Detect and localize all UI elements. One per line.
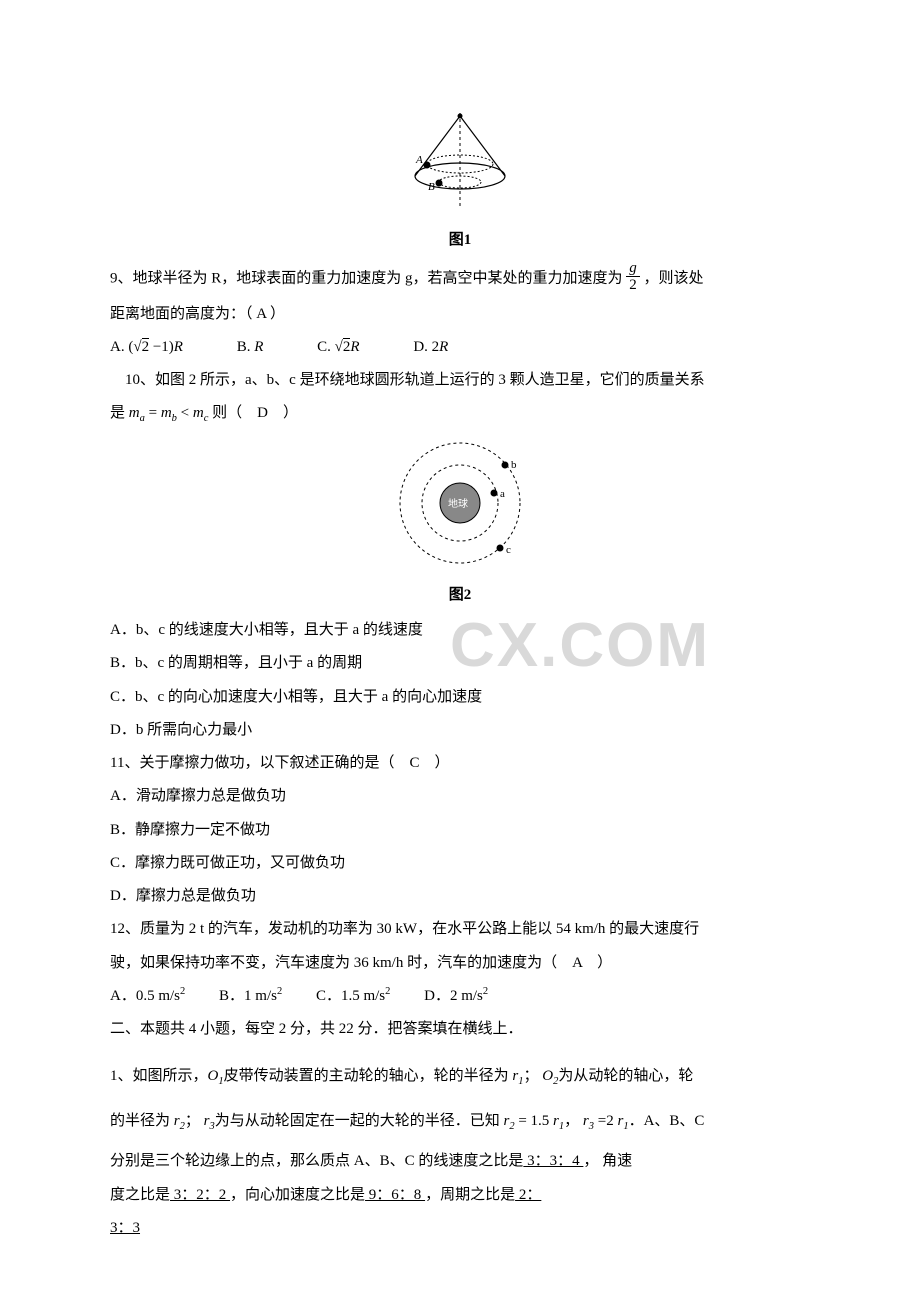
q9-options: A. (√2 −1)R B. R C. √2R D. 2R bbox=[110, 333, 810, 362]
q10-optC: C．b、c 的向心加速度大小相等，且大于 a 的向心加速度 bbox=[110, 683, 810, 712]
q1-p1: 1、如图所示，O1皮带传动装置的主动轮的轴心，轮的半径为 r1； O2为从动轮的… bbox=[110, 1062, 810, 1092]
svg-text:B: B bbox=[428, 181, 435, 193]
fill-question-1: 1、如图所示，O1皮带传动装置的主动轮的轴心，轮的半径为 r1； O2为从动轮的… bbox=[110, 1062, 810, 1243]
question-12-line2: 驶，如果保持功率不变，汽车速度为 36 km/h 时，汽车的加速度为（ A ） bbox=[110, 949, 810, 978]
q12-optD: D．2 m/s2 bbox=[424, 982, 488, 1011]
satellite-diagram: 地球 a b c bbox=[385, 438, 535, 568]
q9-optD: D. 2R bbox=[413, 333, 448, 362]
figure-2-label: 图2 bbox=[110, 581, 810, 610]
answer-1: 3：3：4 bbox=[523, 1153, 583, 1169]
q1-p2: 的半径为 r2； r3为与从动轮固定在一起的大轮的半径．已知 r2 = 1.5 … bbox=[110, 1107, 810, 1137]
svg-text:a: a bbox=[500, 488, 505, 500]
q9-tail: ，则该处 bbox=[644, 270, 704, 286]
q11-optD: D．摩擦力总是做负功 bbox=[110, 882, 810, 911]
svg-text:地球: 地球 bbox=[448, 497, 468, 510]
figure-1-label: 图1 bbox=[110, 226, 810, 255]
q10-optA: A．b、c 的线速度大小相等，且大于 a 的线速度 bbox=[110, 616, 810, 645]
answer-2: 3：2：2 bbox=[170, 1187, 230, 1203]
answer-4a: 2： bbox=[515, 1187, 541, 1203]
q10-optD: D．b 所需向心力最小 bbox=[110, 716, 810, 745]
q11-optC: C．摩擦力既可做正功，又可做负功 bbox=[110, 849, 810, 878]
answer-4b: 3：3 bbox=[110, 1220, 140, 1236]
q1-p4: 度之比是 3：2：2 ，向心加速度之比是 9：6：8 ，周期之比是 2： bbox=[110, 1181, 810, 1210]
figure-2: 地球 a b c 图2 bbox=[110, 438, 810, 611]
q12-options: A．0.5 m/s2 B．1 m/s2 C．1.5 m/s2 D．2 m/s2 bbox=[110, 982, 810, 1011]
question-10-line2: 是 ma = mb < mc 则（ D ） bbox=[110, 399, 810, 429]
svg-text:A: A bbox=[415, 154, 423, 166]
q1-p3: 分别是三个轮边缘上的点，那么质点 A、B、C 的线速度之比是 3：3：4 ， 角… bbox=[110, 1147, 810, 1176]
section-2-title: 二、本题共 4 小题，每空 2 分，共 22 分．把答案填在横线上． bbox=[110, 1015, 810, 1044]
q9-line2: 距离地面的高度为：（ A ） bbox=[110, 300, 810, 329]
question-11: 11、关于摩擦力做功，以下叙述正确的是（ C ） bbox=[110, 749, 810, 778]
q10-optB: B．b、c 的周期相等，且小于 a 的周期 bbox=[110, 649, 810, 678]
svg-text:b: b bbox=[511, 459, 517, 471]
question-9: 9、地球半径为 R，地球表面的重力加速度为 g，若高空中某处的重力加速度为 g … bbox=[110, 262, 810, 296]
question-10-line1: 10、如图 2 所示，a、b、c 是环绕地球圆形轨道上运行的 3 颗人造卫星，它… bbox=[110, 366, 810, 395]
question-12-line1: 12、质量为 2 t 的汽车，发动机的功率为 30 kW，在水平公路上能以 54… bbox=[110, 915, 810, 944]
q12-optA: A．0.5 m/s2 bbox=[110, 982, 185, 1011]
q11-optA: A．滑动摩擦力总是做负功 bbox=[110, 782, 810, 811]
figure-1: A B 图1 bbox=[110, 108, 810, 256]
q11-optB: B．静摩擦力一定不做功 bbox=[110, 816, 810, 845]
q12-optB: B．1 m/s2 bbox=[219, 982, 282, 1011]
q9-fraction: g 2 bbox=[626, 260, 640, 294]
q9-text: 9、地球半径为 R，地球表面的重力加速度为 g，若高空中某处的重力加速度为 bbox=[110, 270, 623, 286]
q9-optB: B. R bbox=[237, 333, 264, 362]
q12-optC: C．1.5 m/s2 bbox=[316, 982, 390, 1011]
cone-diagram: A B bbox=[400, 108, 520, 213]
q1-p5: 3：3 bbox=[110, 1214, 810, 1243]
q9-optC: C. √2R bbox=[317, 333, 359, 362]
answer-3: 9：6：8 bbox=[365, 1187, 425, 1203]
q9-optA: A. (√2 −1)R bbox=[110, 333, 183, 362]
svg-text:c: c bbox=[506, 544, 511, 556]
